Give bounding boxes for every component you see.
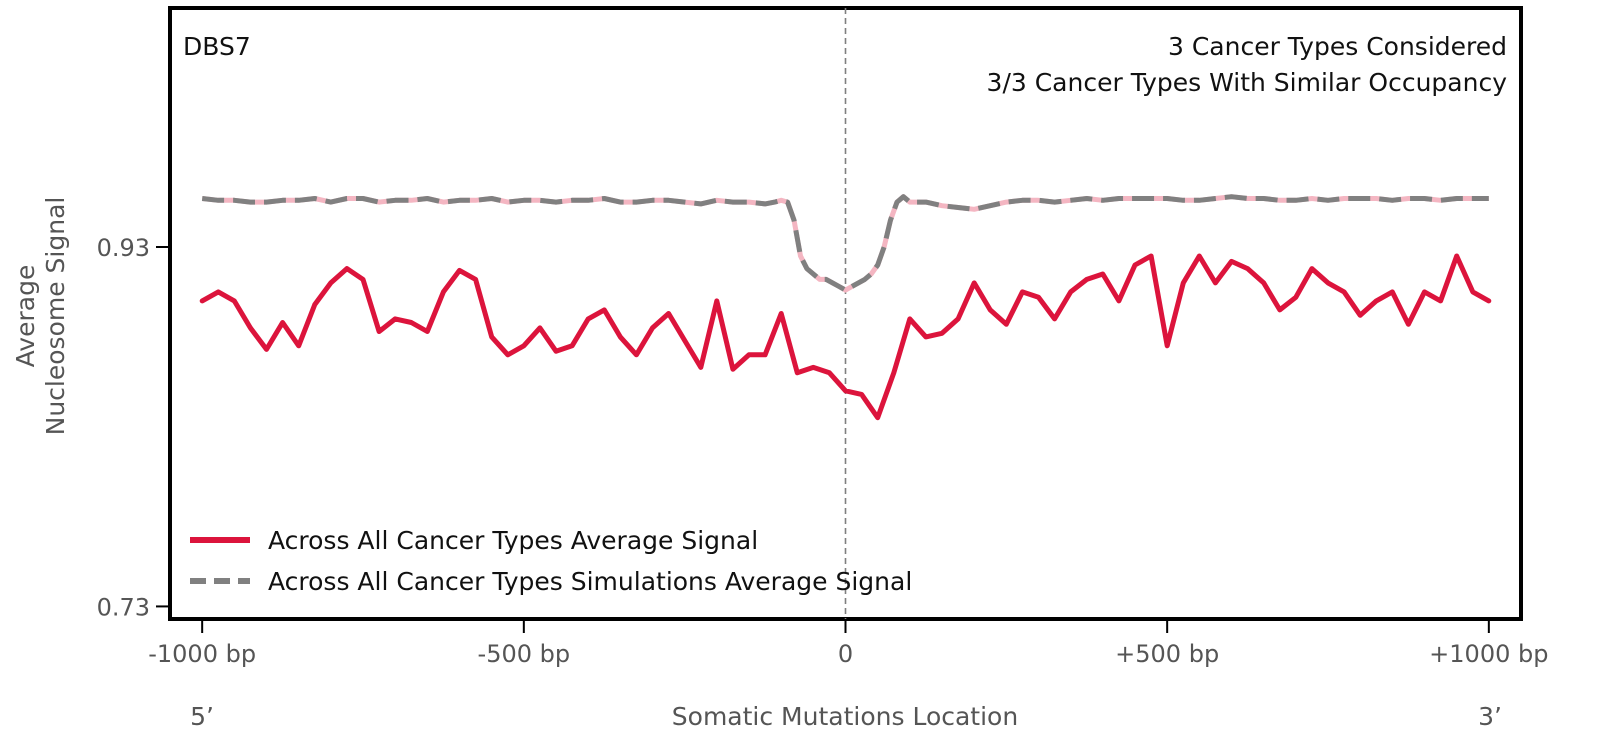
x-tick-label: -1000 bp <box>148 640 256 668</box>
three-prime-label: 3’ <box>1478 702 1502 731</box>
five-prime-label: 5’ <box>190 702 214 731</box>
x-tick-label: +500 bp <box>1115 640 1219 668</box>
y-axis-title-line2: Nucleosome Signal <box>41 197 70 436</box>
legend: Across All Cancer Types Average Signal A… <box>190 526 912 596</box>
y-axis-title: Average Nucleosome Signal <box>11 197 70 436</box>
y-axis-title-line1: Average <box>11 265 40 368</box>
cancer-types-considered: 3 Cancer Types Considered <box>1168 32 1507 61</box>
x-tick-label: +1000 bp <box>1429 640 1548 668</box>
legend-label-real: Across All Cancer Types Average Signal <box>268 526 758 555</box>
y-tick-label: 0.73 <box>97 593 150 621</box>
signature-label: DBS7 <box>183 32 251 61</box>
x-tick-label: -500 bp <box>478 640 571 668</box>
legend-label-simulation: Across All Cancer Types Simulations Aver… <box>268 567 912 596</box>
similar-occupancy-count: 3/3 Cancer Types With Similar Occupancy <box>987 68 1508 97</box>
real-signal-line <box>199 253 1492 421</box>
x-axis-title: Somatic Mutations Location <box>672 702 1018 731</box>
simulation-signal-line <box>201 194 1489 293</box>
x-tick-label: 0 <box>838 640 853 668</box>
y-tick-label: 0.93 <box>97 234 150 262</box>
